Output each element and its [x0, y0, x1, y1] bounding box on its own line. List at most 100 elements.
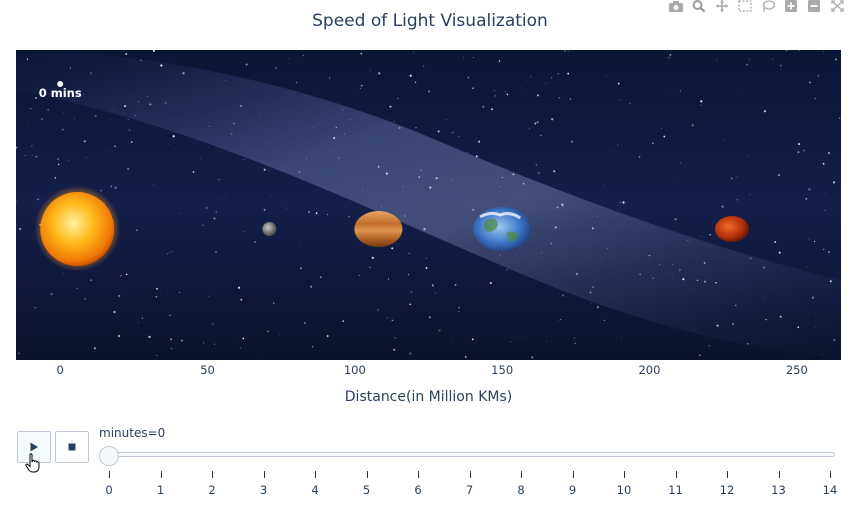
star	[434, 292, 436, 294]
star	[377, 309, 379, 311]
star	[606, 75, 607, 77]
slider-tick-label[interactable]: 12	[719, 483, 735, 497]
slider-tick-label[interactable]: 9	[568, 483, 577, 497]
star	[799, 50, 801, 52]
star	[797, 326, 800, 329]
slider-tick-label[interactable]: 8	[517, 483, 525, 497]
star	[601, 258, 603, 260]
star	[410, 291, 412, 293]
hand-cursor-icon	[25, 453, 41, 477]
star	[127, 167, 130, 170]
star	[242, 337, 245, 340]
star	[418, 176, 420, 178]
stop-icon	[68, 443, 76, 451]
star	[491, 108, 493, 111]
star	[731, 177, 733, 179]
star	[83, 140, 86, 143]
star	[62, 111, 64, 113]
star	[167, 293, 168, 295]
star	[458, 135, 460, 138]
plot-area[interactable]: 0 mins	[16, 50, 841, 360]
slider-tick-label[interactable]: 7	[465, 483, 474, 497]
sun-icon	[34, 185, 121, 272]
star	[528, 128, 531, 130]
slider-tick-label[interactable]: 11	[668, 483, 683, 497]
camera-icon[interactable]	[667, 0, 685, 12]
star	[361, 189, 363, 191]
slider-tick-label[interactable]: 6	[414, 483, 422, 497]
star	[451, 180, 453, 182]
star	[409, 303, 411, 305]
star	[169, 252, 171, 253]
star	[551, 118, 554, 121]
slider-tick-label[interactable]: 5	[362, 483, 371, 497]
box-select-icon[interactable]	[736, 0, 754, 12]
star	[199, 158, 201, 160]
light-marker[interactable]	[57, 81, 64, 87]
slider-tick-label[interactable]: 0	[105, 483, 113, 497]
star	[822, 162, 825, 165]
slider-tick-label[interactable]: 4	[311, 483, 319, 497]
star	[300, 245, 302, 246]
zoom-icon[interactable]	[690, 0, 708, 12]
star	[154, 61, 156, 62]
play-button[interactable]	[17, 431, 51, 463]
slider-rail[interactable]	[104, 452, 835, 457]
slider-tick-label[interactable]: 10	[616, 483, 632, 497]
star	[240, 298, 243, 301]
star	[76, 287, 79, 290]
autoscale-icon[interactable]	[828, 0, 846, 12]
star	[428, 316, 431, 319]
star	[79, 322, 81, 324]
zoom-in-icon[interactable]	[782, 0, 800, 12]
star	[398, 126, 401, 129]
star	[425, 258, 427, 259]
star	[799, 284, 801, 285]
star	[519, 335, 521, 337]
star	[418, 140, 420, 142]
star	[749, 193, 751, 195]
star	[814, 326, 816, 328]
star	[343, 133, 346, 135]
pan-icon[interactable]	[713, 0, 731, 12]
star	[118, 294, 121, 297]
star	[315, 212, 318, 215]
star	[808, 238, 810, 240]
star	[540, 134, 542, 137]
star	[208, 295, 210, 297]
star	[124, 105, 126, 108]
slider-tick-label[interactable]: 14	[822, 483, 838, 497]
star	[650, 275, 652, 277]
slider-handle[interactable]	[99, 446, 119, 466]
star	[478, 140, 481, 143]
lasso-icon[interactable]	[759, 0, 777, 12]
star	[765, 283, 767, 284]
star	[661, 128, 663, 129]
stop-button[interactable]	[55, 431, 89, 463]
star	[100, 189, 103, 192]
star	[679, 269, 681, 271]
star	[286, 207, 287, 209]
star	[35, 97, 37, 99]
star	[140, 59, 142, 62]
star	[562, 205, 564, 207]
star	[147, 95, 149, 97]
star	[171, 250, 173, 252]
zoom-out-icon[interactable]	[805, 0, 823, 12]
star	[464, 356, 467, 358]
star	[779, 315, 782, 318]
slider-tick-label[interactable]: 2	[208, 483, 216, 497]
star	[554, 226, 557, 229]
slider-tick-label[interactable]: 3	[259, 483, 268, 497]
star	[817, 74, 820, 77]
star	[377, 166, 380, 168]
play-icon	[30, 442, 38, 452]
star	[458, 311, 460, 312]
slider-tick-label[interactable]: 13	[771, 483, 786, 497]
slider-tick-label[interactable]: 1	[156, 483, 165, 497]
star	[817, 151, 819, 153]
star	[471, 338, 474, 341]
star	[213, 343, 215, 345]
star	[458, 306, 461, 309]
star	[369, 335, 371, 336]
